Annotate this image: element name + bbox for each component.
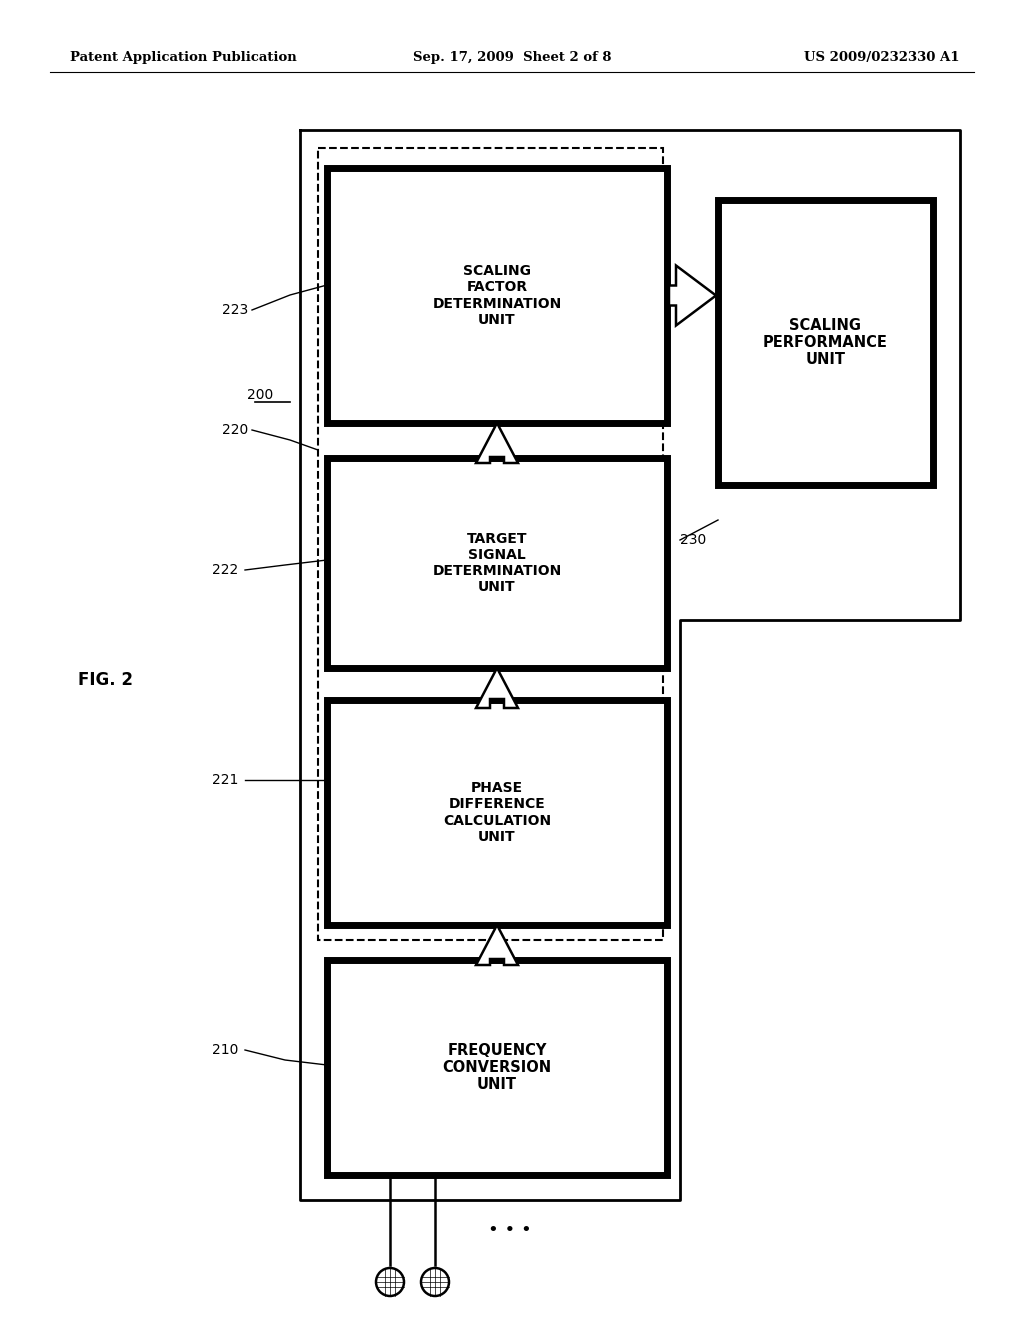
Text: SCALING
PERFORMANCE
UNIT: SCALING PERFORMANCE UNIT bbox=[763, 318, 888, 367]
Bar bbox=[318, 148, 663, 940]
Text: US 2009/0232330 A1: US 2009/0232330 A1 bbox=[805, 51, 961, 65]
Polygon shape bbox=[300, 129, 961, 1200]
Text: 210: 210 bbox=[212, 1043, 238, 1057]
Text: PHASE
DIFFERENCE
CALCULATION
UNIT: PHASE DIFFERENCE CALCULATION UNIT bbox=[443, 781, 551, 843]
Text: SCALING
FACTOR
DETERMINATION
UNIT: SCALING FACTOR DETERMINATION UNIT bbox=[432, 264, 561, 327]
Text: 230: 230 bbox=[680, 533, 707, 546]
Bar bbox=[327, 168, 667, 422]
Polygon shape bbox=[476, 668, 518, 708]
Polygon shape bbox=[476, 925, 518, 965]
Text: FIG. 2: FIG. 2 bbox=[78, 671, 133, 689]
Bar bbox=[718, 201, 933, 484]
Text: 221: 221 bbox=[212, 774, 238, 787]
Text: 200: 200 bbox=[247, 388, 273, 403]
Text: 222: 222 bbox=[212, 564, 238, 577]
Bar bbox=[327, 700, 667, 925]
Text: 220: 220 bbox=[222, 422, 248, 437]
Text: • • •: • • • bbox=[488, 1221, 531, 1239]
Text: Patent Application Publication: Patent Application Publication bbox=[70, 51, 297, 65]
Polygon shape bbox=[476, 422, 518, 463]
Bar bbox=[327, 458, 667, 668]
Polygon shape bbox=[669, 265, 716, 326]
Text: 223: 223 bbox=[222, 304, 248, 317]
Text: Sep. 17, 2009  Sheet 2 of 8: Sep. 17, 2009 Sheet 2 of 8 bbox=[413, 51, 611, 65]
Bar bbox=[327, 960, 667, 1175]
Text: FREQUENCY
CONVERSION
UNIT: FREQUENCY CONVERSION UNIT bbox=[442, 1043, 552, 1093]
Text: TARGET
SIGNAL
DETERMINATION
UNIT: TARGET SIGNAL DETERMINATION UNIT bbox=[432, 532, 561, 594]
